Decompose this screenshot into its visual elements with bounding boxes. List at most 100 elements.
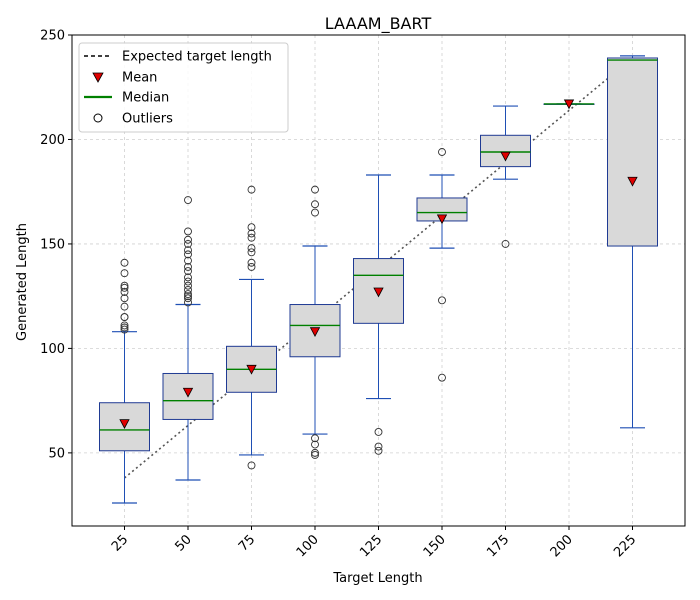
y-tick-label: 50: [48, 446, 65, 461]
box-125: [353, 174, 404, 455]
legend: Expected target length Mean Median Outliers: [78, 42, 289, 133]
outlier-point: [184, 273, 192, 282]
outlier-point: [184, 246, 192, 255]
x-tick-label: 100: [294, 532, 322, 560]
x-tick-label: 150: [421, 532, 449, 560]
y-tick-label: 200: [40, 133, 65, 148]
legend-label-median: Median: [122, 91, 169, 106]
x-axis-label: Target Length: [332, 571, 422, 586]
outlier-point: [247, 244, 256, 253]
x-tick-label: 225: [611, 532, 639, 560]
outlier-point: [184, 267, 192, 276]
box-100: [289, 185, 341, 459]
outlier-point: [120, 302, 129, 311]
outlier-point: [120, 283, 129, 292]
y-tick-label: 100: [40, 342, 65, 357]
outlier-point: [120, 258, 129, 267]
outlier-point: [120, 321, 129, 330]
outlier-point: [184, 196, 192, 205]
x-tick-label: 125: [357, 532, 385, 560]
outlier-point: [247, 262, 256, 271]
outlier-point: [184, 298, 192, 307]
outlier-point: [247, 258, 256, 267]
outlier-point: [374, 428, 383, 436]
outlier-point: [311, 448, 319, 457]
legend-outliers-swatch: [93, 113, 103, 123]
legend-label-expected: Expected target length: [122, 50, 272, 65]
outlier-point: [311, 208, 319, 217]
outlier-point: [184, 281, 192, 290]
box-iqr: [607, 57, 658, 247]
box-75: [226, 185, 277, 470]
outlier-point: [184, 292, 192, 301]
y-axis-label: Generated Length: [15, 223, 30, 341]
outlier-point: [184, 250, 192, 259]
legend-box: [78, 42, 289, 133]
mean-marker: [119, 419, 130, 429]
outlier-point: [120, 269, 129, 278]
outlier-point: [311, 200, 319, 209]
outlier-point: [184, 235, 192, 244]
outlier-point: [311, 434, 319, 443]
outlier-point: [247, 233, 256, 242]
outlier-point: [120, 281, 129, 290]
box-25: [99, 258, 150, 504]
outlier-point: [374, 442, 383, 451]
chart-title: LAAAM_BART: [325, 14, 432, 34]
outlier-point: [247, 185, 256, 194]
box-225: [607, 55, 658, 429]
outlier-point: [438, 296, 446, 305]
box-175: [480, 105, 531, 248]
outlier-point: [120, 323, 129, 332]
outlier-point: [120, 313, 129, 322]
outlier-point: [438, 148, 446, 156]
mean-marker: [246, 364, 257, 375]
outlier-point: [247, 229, 256, 238]
x-tick-label: 75: [236, 532, 258, 554]
outlier-point: [184, 277, 192, 286]
outlier-point: [438, 373, 446, 382]
outlier-point: [120, 325, 129, 334]
legend-mean-swatch: [92, 72, 104, 83]
outlier-point: [311, 440, 319, 449]
mean-marker: [373, 287, 384, 298]
outlier-point: [374, 446, 383, 455]
box-200: [543, 99, 595, 110]
outlier-point: [247, 248, 256, 257]
outlier-point: [184, 227, 192, 236]
mean-marker: [309, 327, 321, 338]
box-iqr: [480, 134, 531, 168]
x-tick-label: 200: [548, 532, 576, 560]
y-tick-label: 150: [40, 237, 65, 252]
mean-marker: [500, 151, 511, 162]
outlier-point: [120, 294, 129, 303]
legend-label-outliers: Outliers: [122, 112, 173, 127]
mean-marker: [627, 176, 638, 187]
x-axis: 25 50 75 100 125 150 175 200 225: [109, 526, 639, 560]
box-150: [416, 148, 468, 382]
outlier-point: [247, 461, 256, 470]
outlier-point: [184, 294, 192, 303]
mean-marker: [436, 214, 448, 225]
outlier-point: [184, 290, 192, 299]
x-tick-label: 50: [173, 532, 195, 554]
outlier-point: [247, 223, 256, 232]
mean-marker: [182, 387, 194, 398]
legend-label-mean: Mean: [122, 71, 157, 86]
x-tick-label: 25: [109, 532, 131, 554]
outlier-point: [501, 239, 510, 248]
y-axis: 50 100 150 200 250: [40, 29, 72, 461]
mean-marker: [563, 99, 575, 110]
y-tick-label: 250: [40, 29, 65, 44]
box-50: [162, 196, 214, 481]
x-tick-label: 175: [484, 532, 512, 560]
outlier-point: [120, 288, 129, 296]
outlier-point: [184, 285, 192, 294]
outlier-point: [311, 451, 319, 459]
box-layer: [99, 55, 658, 504]
outlier-point: [184, 256, 192, 265]
outlier-point: [311, 185, 319, 194]
outlier-point: [184, 239, 192, 248]
outlier-point: [184, 262, 192, 271]
